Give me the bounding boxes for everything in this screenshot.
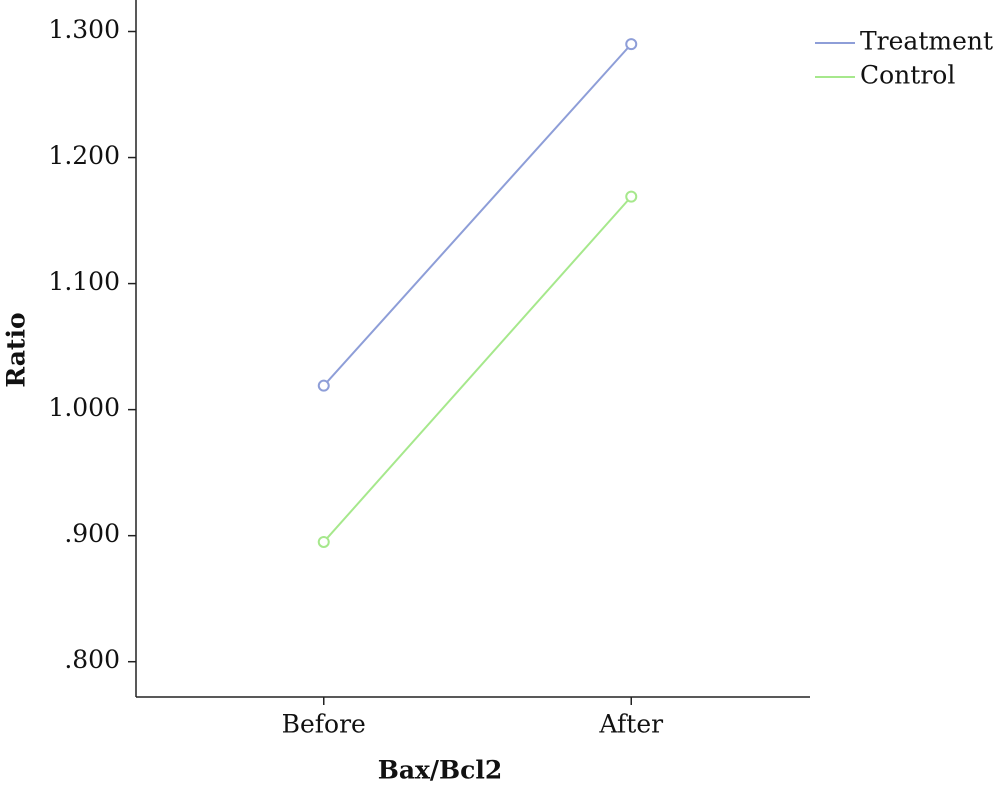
legend-label: Treatment — [860, 27, 993, 56]
point-marker — [317, 379, 330, 392]
point-marker — [625, 190, 638, 203]
x-tick-label: Before — [282, 710, 366, 739]
y-tick-label: .900 — [64, 519, 120, 548]
y-axis-title: Ratio — [2, 312, 31, 387]
y-tick-label: 1.300 — [48, 15, 120, 44]
legend-label: Control — [860, 61, 955, 90]
x-axis-title: Bax/Bcl2 — [378, 756, 503, 785]
point-marker — [625, 38, 638, 51]
y-tick-label: 1.000 — [48, 393, 120, 422]
x-tick-label: After — [598, 710, 663, 739]
y-tick-label: 1.200 — [48, 141, 120, 170]
point-marker — [317, 535, 330, 548]
y-tick-label: .800 — [64, 645, 120, 674]
series-line — [323, 43, 632, 387]
y-tick-label: 1.100 — [48, 267, 120, 296]
series-line — [323, 195, 632, 543]
